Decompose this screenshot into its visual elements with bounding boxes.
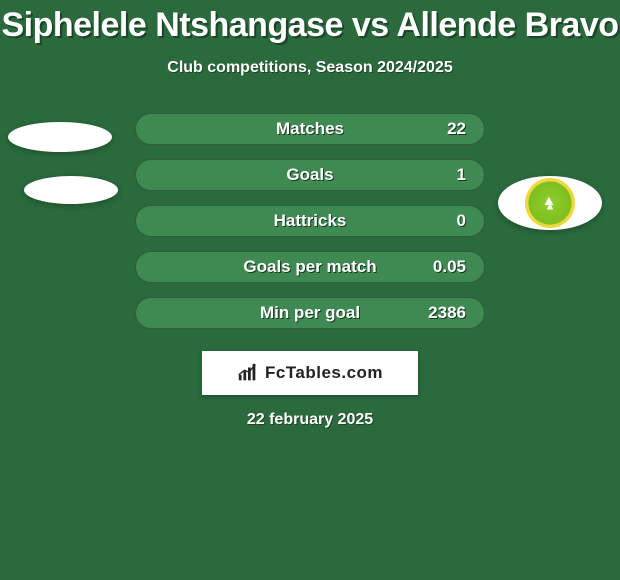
stat-label: Goals per match [243,257,376,277]
stat-bar: Matches 22 [135,113,485,145]
bar-chart-icon [237,362,259,384]
subtitle: Club competitions, Season 2024/2025 [0,59,620,77]
stat-value: 22 [447,119,466,139]
stat-value: 0.05 [433,257,466,277]
main-area: Matches 22 Goals 1 Hattricks 0 Goals per match… [0,113,620,429]
stat-value: 1 [457,165,466,185]
left-team-badge-1 [8,122,112,152]
stat-value: 2386 [428,303,466,323]
stat-label: Min per goal [260,303,360,323]
date-label: 22 february 2025 [0,411,620,429]
infographic-container: Siphelele Ntshangase vs Allende Bravo Cl… [0,0,620,580]
stat-bar: Goals per match 0.05 [135,251,485,283]
stat-value: 0 [457,211,466,231]
stat-bars: Matches 22 Goals 1 Hattricks 0 Goals per match… [135,113,485,329]
stat-bar: Goals 1 [135,159,485,191]
page-title: Siphelele Ntshangase vs Allende Bravo [0,0,620,45]
left-team-badge-2 [24,176,118,204]
stat-bar: Min per goal 2386 [135,297,485,329]
stat-label: Matches [276,119,344,139]
stat-label: Goals [286,165,333,185]
brand-box: FcTables.com [202,351,418,395]
brand-label: FcTables.com [265,363,383,383]
stat-label: Hattricks [274,211,347,231]
right-team-badge [498,176,602,230]
sundowns-logo-icon [525,178,575,228]
stat-bar: Hattricks 0 [135,205,485,237]
